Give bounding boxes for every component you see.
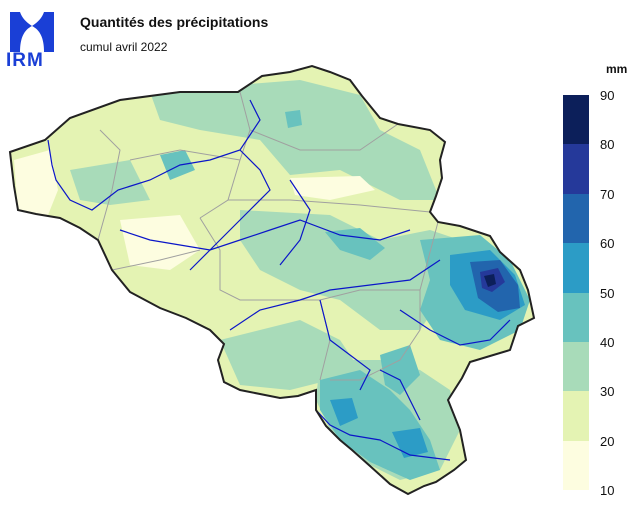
legend-colorbar [563, 95, 589, 491]
legend-swatch [563, 440, 589, 491]
legend-tick-label: 50 [600, 285, 615, 301]
legend-swatch [563, 193, 589, 244]
map-title: Quantités des précipitations [80, 14, 269, 30]
precipitation-map [9, 65, 535, 495]
legend-swatch [563, 243, 589, 293]
map-subtitle: cumul avril 2022 [80, 40, 168, 54]
legend-tick-label: 30 [600, 384, 615, 400]
legend-swatch [563, 95, 589, 145]
legend-tick-label: 10 [600, 483, 615, 499]
legend-tick-label: 60 [600, 236, 615, 252]
precipitation-fill [10, 66, 534, 494]
legend-tick-label: 70 [600, 186, 615, 202]
rivers [47, 99, 511, 461]
legend-swatch [563, 144, 589, 194]
legend-tick-label: 90 [600, 88, 615, 103]
legend-unit: mm [606, 62, 628, 76]
legend-swatch [563, 292, 589, 342]
legend-tick-label: 80 [600, 137, 615, 153]
irm-logo-icon [10, 12, 54, 52]
legend-swatch [563, 341, 589, 392]
legend-tick-label: 20 [600, 433, 615, 449]
legend-swatch [563, 391, 589, 441]
legend-tick-label: 40 [600, 335, 615, 350]
logo-text: IRM [6, 50, 44, 71]
